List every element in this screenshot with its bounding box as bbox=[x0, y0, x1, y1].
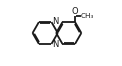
Text: CH₃: CH₃ bbox=[81, 13, 94, 19]
Text: O: O bbox=[72, 7, 78, 16]
Text: N: N bbox=[52, 40, 58, 49]
Text: N: N bbox=[52, 17, 58, 26]
